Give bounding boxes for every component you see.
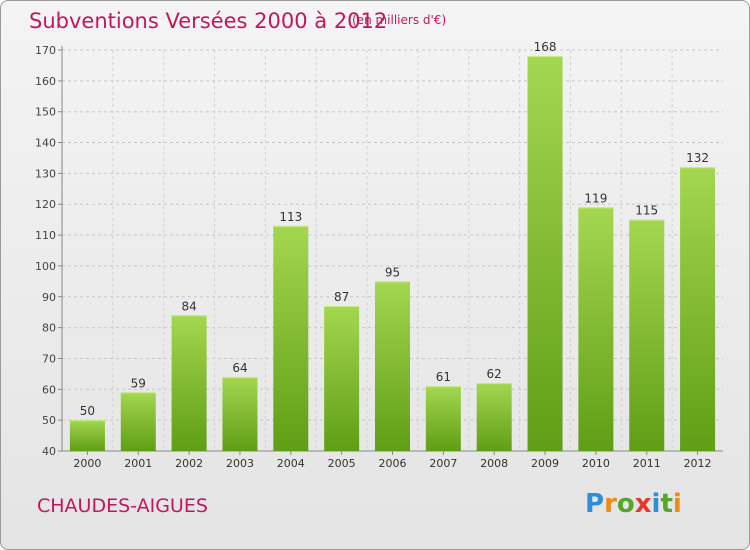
logo-letter: r <box>604 489 617 519</box>
bar-2003 <box>222 376 258 451</box>
y-tick-label: 100 <box>35 260 56 273</box>
x-tick-label: 2003 <box>226 457 254 470</box>
x-tick-label: 2000 <box>73 457 101 470</box>
y-tick-label: 70 <box>42 352 56 365</box>
x-tick-label: 2005 <box>328 457 356 470</box>
data-label: 84 <box>181 299 196 313</box>
x-tick-label: 2010 <box>582 457 610 470</box>
commune-name: CHAUDES-AIGUES <box>37 495 208 517</box>
x-tick-label: 2011 <box>633 457 661 470</box>
bar-2006 <box>375 281 410 451</box>
logo-letter: i <box>651 489 661 519</box>
x-tick-label: 2007 <box>429 457 457 470</box>
y-tick-label: 120 <box>35 198 56 211</box>
data-label: 87 <box>334 290 349 304</box>
y-tick-label: 150 <box>35 106 56 119</box>
chart-subtitle: (en milliers d'€) <box>352 13 447 27</box>
data-label: 119 <box>584 191 607 205</box>
y-tick-label: 130 <box>35 167 56 180</box>
data-label: 64 <box>232 361 247 375</box>
bar-2010 <box>578 207 614 451</box>
y-tick-label: 140 <box>35 137 56 150</box>
data-label: 168 <box>534 40 557 54</box>
bar-2000 <box>69 420 105 451</box>
data-label: 113 <box>279 210 302 224</box>
bar-2008 <box>476 383 512 451</box>
data-label: 50 <box>80 404 95 418</box>
proxiti-logo: Proxiti <box>585 489 682 519</box>
data-label: 132 <box>686 151 709 165</box>
data-label: 59 <box>131 376 146 390</box>
x-tick-label: 2001 <box>124 457 152 470</box>
bar-2009 <box>527 56 563 452</box>
logo-letter: P <box>585 489 605 519</box>
bar-2005 <box>324 306 360 451</box>
x-tick-label: 2006 <box>379 457 407 470</box>
y-tick-label: 60 <box>42 383 56 396</box>
bar-2012 <box>680 167 716 451</box>
data-label: 115 <box>635 204 658 218</box>
y-tick-label: 160 <box>35 75 56 88</box>
x-tick-label: 2009 <box>531 457 559 470</box>
logo-letter: i <box>672 489 682 519</box>
y-tick-label: 90 <box>42 291 56 304</box>
logo-letter: t <box>660 489 673 519</box>
data-label: 62 <box>487 367 502 381</box>
bar-2001 <box>120 392 156 451</box>
y-tick-label: 80 <box>42 322 56 335</box>
logo-letter: o <box>616 489 635 519</box>
bar-2007 <box>425 386 461 451</box>
bar-2004 <box>273 225 309 451</box>
y-tick-label: 170 <box>35 44 56 57</box>
x-tick-label: 2004 <box>277 457 305 470</box>
x-tick-label: 2002 <box>175 457 203 470</box>
data-label: 61 <box>436 370 451 384</box>
bar-2011 <box>629 219 665 451</box>
data-label: 95 <box>385 265 400 279</box>
y-tick-label: 40 <box>42 445 56 458</box>
x-tick-label: 2012 <box>684 457 712 470</box>
y-tick-label: 110 <box>35 229 56 242</box>
chart-title: Subventions Versées 2000 à 2012 <box>29 9 388 33</box>
x-tick-label: 2008 <box>480 457 508 470</box>
y-tick-label: 50 <box>42 414 56 427</box>
bar-2002 <box>171 315 207 451</box>
logo-letter: x <box>634 489 652 519</box>
